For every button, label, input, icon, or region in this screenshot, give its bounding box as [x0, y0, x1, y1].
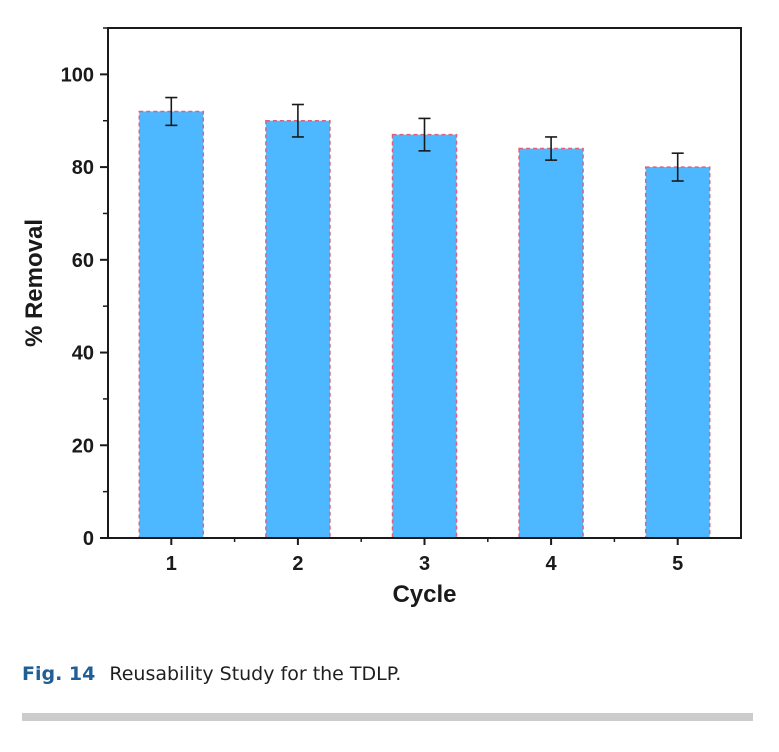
x-axis-title: Cycle	[392, 581, 456, 608]
y-tick-label-60: 60	[72, 250, 94, 272]
y-tick-label-100: 100	[61, 64, 94, 86]
bar-3	[391, 133, 458, 539]
y-axis-title: % Removal	[21, 219, 48, 347]
bar-chart: 1 2 3 4 5 0 20 40 60 80 100 Cycle % Removal	[21, 27, 742, 608]
error-bars-layer	[165, 96, 684, 182]
divider-rule	[22, 713, 753, 721]
bar-5	[644, 166, 711, 539]
x-tick-label-2: 2	[292, 553, 303, 575]
x-tick-label-1: 1	[166, 553, 177, 575]
labels-layer: 1 2 3 4 5 0 20 40 60 80 100	[61, 64, 684, 575]
y-tick-label-0: 0	[83, 528, 94, 550]
x-tick-label-4: 4	[546, 553, 558, 575]
figure-caption-text: Reusability Study for the TDLP.	[109, 663, 402, 685]
figure-caption: Fig. 14 Reusability Study for the TDLP.	[22, 663, 401, 685]
bar-4	[518, 147, 584, 539]
bar-2	[265, 119, 331, 539]
x-tick-label-5: 5	[672, 553, 683, 575]
x-tick-label-3: 3	[419, 553, 430, 575]
y-tick-label-80: 80	[72, 157, 94, 179]
y-tick-label-40: 40	[72, 343, 94, 365]
figure-label: Fig. 14	[22, 663, 96, 685]
bars-layer	[138, 110, 711, 539]
axes-layer	[100, 27, 742, 545]
plot-frame	[107, 27, 742, 539]
y-tick-label-20: 20	[72, 435, 94, 457]
bar-1	[138, 110, 205, 539]
